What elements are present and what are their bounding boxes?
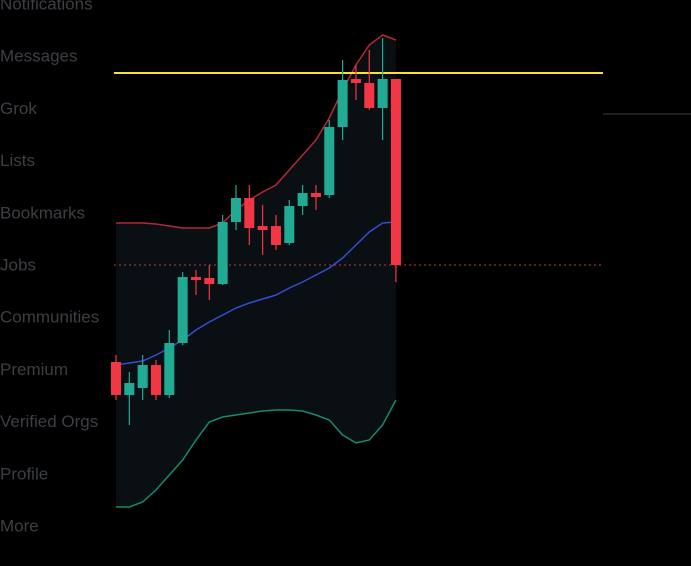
- nav-item: Premium: [0, 360, 68, 379]
- candle-body: [217, 222, 228, 284]
- nav-item: Verified Orgs: [0, 412, 98, 431]
- candle-body: [124, 383, 135, 395]
- nav-item: Jobs: [0, 255, 36, 274]
- band-upper: [116, 34, 397, 229]
- candle-body: [244, 198, 255, 228]
- candle-body: [390, 79, 401, 265]
- candle-body: [111, 362, 121, 395]
- candle-body: [284, 206, 295, 243]
- candle-body: [337, 80, 348, 127]
- nav-item: Messages: [0, 47, 77, 66]
- nav-item: Profile: [0, 464, 48, 483]
- candle-body: [310, 193, 321, 197]
- candle-body: [364, 83, 375, 108]
- candle-body: [230, 198, 241, 222]
- candle-body: [257, 226, 268, 230]
- candle-body: [270, 226, 281, 245]
- nav-item: More: [0, 516, 39, 535]
- candle-body: [150, 365, 161, 395]
- nav-item: Communities: [0, 308, 99, 327]
- candle-body: [350, 79, 361, 83]
- band-lower: [116, 399, 397, 508]
- band-middle: [115, 221, 396, 366]
- candle-body: [204, 278, 215, 284]
- nav-item: Lists: [0, 151, 35, 170]
- candle-body: [297, 193, 308, 206]
- candle-body: [177, 277, 188, 343]
- candle-body: [164, 343, 175, 395]
- candle-body: [190, 277, 201, 280]
- candle-body: [324, 127, 335, 195]
- candle-body: [137, 365, 148, 388]
- candle-body: [377, 79, 388, 108]
- nav-item: Grok: [0, 99, 37, 118]
- nav-item: Bookmarks: [0, 203, 85, 222]
- nav-item: Notifications: [0, 0, 93, 13]
